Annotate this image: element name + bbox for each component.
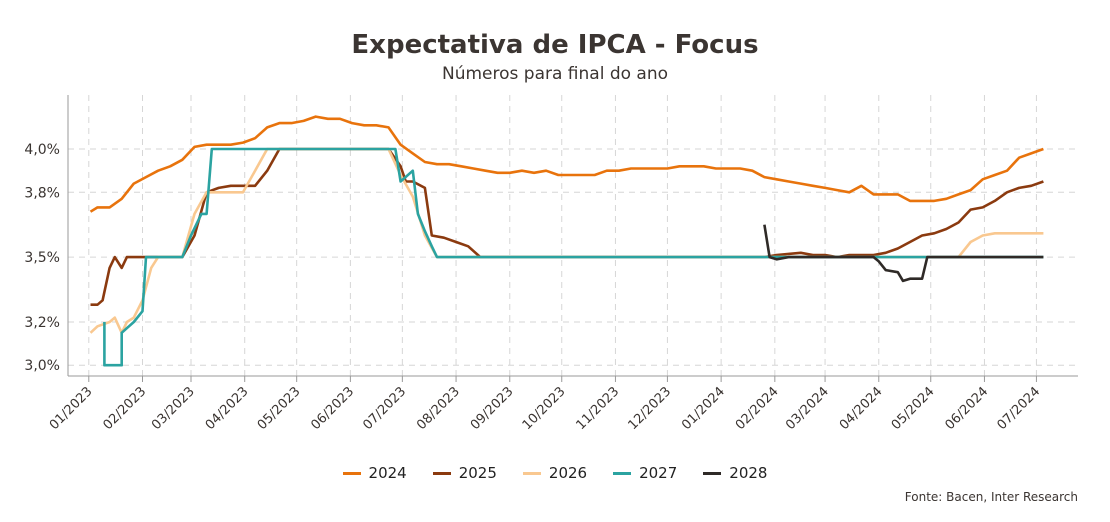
legend: 2024 2025 2026 2027 2028 [0,464,1110,482]
y-tick-label: 3,8% [24,185,60,201]
x-tick-label: 02/2024 [733,384,782,433]
y-tick-label: 3,0% [24,358,60,374]
series-line-2024 [89,115,1044,213]
x-tick-label: 04/2024 [837,384,886,433]
x-tick-label: 01/2023 [47,384,96,433]
legend-item-2028: 2028 [703,464,767,482]
y-tick-label: 3,2% [24,315,60,331]
x-tick-label: 02/2023 [101,384,150,433]
chart-subtitle: Números para final do ano [441,64,669,84]
legend-item-2026: 2026 [522,464,588,482]
x-tick-label: 10/2023 [520,384,569,433]
y-tick-labels: 3,0% 3,2% 3,5% 3,8% 4,0% [24,142,60,374]
source-note: Fonte: Bacen, Inter Research [904,490,1078,504]
legend-label: 2025 [458,464,497,482]
series-line-2028 [763,224,1044,283]
x-tick-label: 03/2024 [783,384,832,433]
series-lines [89,115,1044,367]
legend-swatch [703,471,722,475]
y-tick-label: 4,0% [24,142,60,158]
axes [67,95,1078,382]
x-tick-label: 06/2024 [942,384,991,433]
y-tick-label: 3,5% [24,250,60,266]
x-tick-label: 09/2023 [468,384,517,433]
series-line-2027 [103,147,1044,367]
legend-label: 2026 [548,464,588,482]
x-tick-label: 11/2023 [573,384,622,433]
legend-swatch [432,471,451,475]
legend-label: 2024 [368,464,407,482]
chart-title: Expectativa de IPCA - Focus [351,30,759,60]
legend-swatch [342,471,361,475]
x-tick-labels: 01/2023 02/2023 03/2023 04/2023 05/2023 06/20… [47,384,1043,433]
legend-swatch [613,471,632,475]
legend-item-2024: 2024 [342,464,407,482]
x-tick-label: 07/2023 [360,384,409,433]
x-tick-label: 05/2024 [889,384,938,433]
series-line-2025 [90,147,1044,306]
legend-label: 2027 [639,464,678,482]
x-tick-label: 05/2023 [255,384,304,433]
x-tick-label: 07/2024 [994,384,1043,433]
legend-item-2027: 2027 [613,464,677,482]
x-tick-label: 08/2023 [414,384,463,433]
x-tick-label: 04/2023 [203,384,252,433]
x-tick-label: 03/2023 [149,384,198,433]
legend-label: 2028 [729,464,768,482]
series-line-2026 [89,147,1044,335]
x-tick-label: 12/2023 [625,384,674,433]
legend-item-2025: 2025 [432,464,497,482]
x-tick-label: 06/2023 [308,384,357,433]
x-tick-label: 01/2024 [679,384,728,433]
legend-swatch [522,471,541,475]
